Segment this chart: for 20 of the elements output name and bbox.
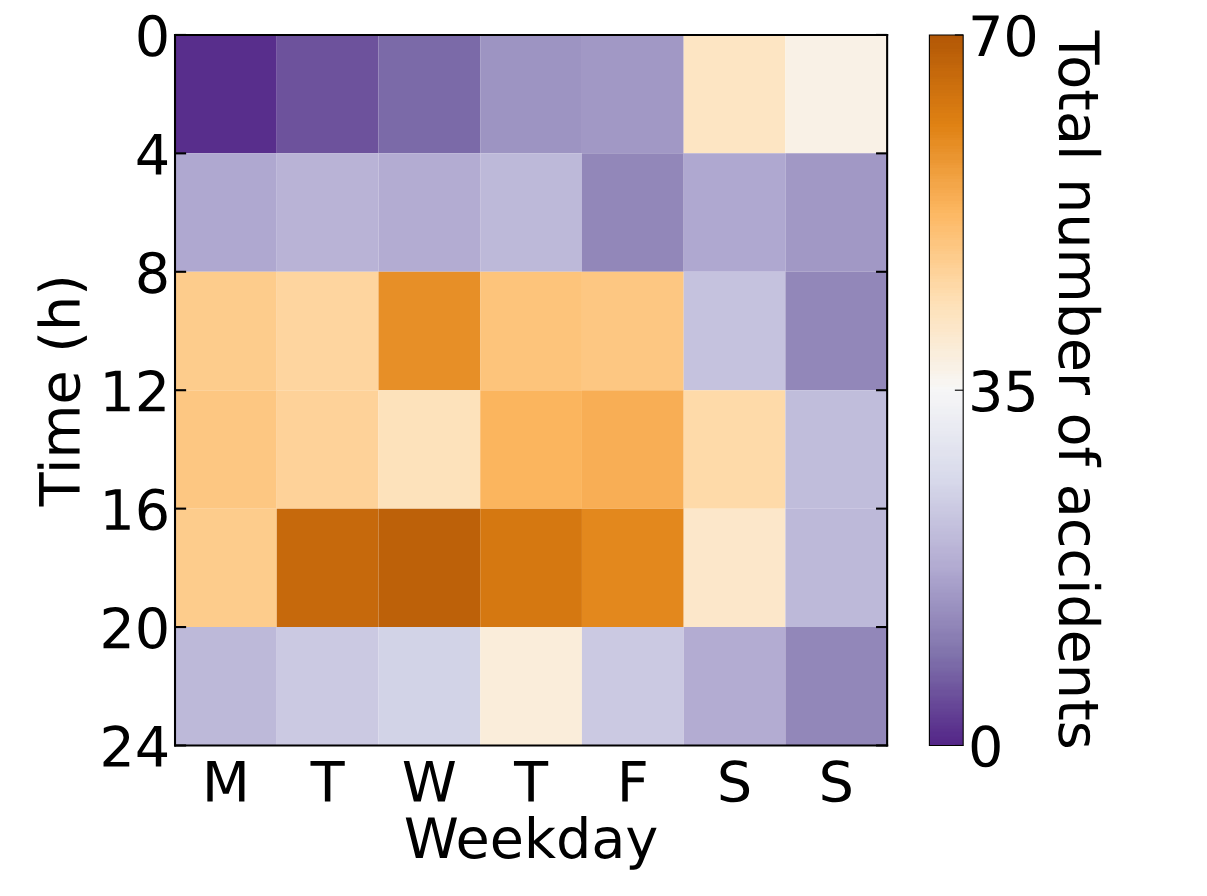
x-axis-title: Weekday <box>405 815 657 870</box>
x-tick-label: M <box>207 761 245 802</box>
x-tick-label: S <box>822 760 851 803</box>
x-tick-label: S <box>720 760 750 803</box>
x-tick-label: F <box>622 761 646 802</box>
color-bar-label: 0 <box>971 725 1000 768</box>
x-tick-label: T <box>310 761 345 802</box>
x-tick-label: W <box>403 761 455 802</box>
y-tick-label: 20 <box>103 606 167 649</box>
y-tick-label: 0 <box>138 14 167 57</box>
y-tick-label: 8 <box>138 251 167 294</box>
color-bar-label: 70 <box>972 14 1036 57</box>
color-bar-title: Total number of accidents <box>1058 30 1102 748</box>
y-tick-label: 12 <box>105 370 165 412</box>
y-tick-label: 4 <box>137 133 168 175</box>
y-tick-label: 24 <box>103 725 168 767</box>
color-bar-label: 35 <box>972 370 1034 413</box>
y-axis-title: Time (h) <box>37 278 87 507</box>
y-tick-label: 16 <box>105 488 167 531</box>
x-tick-label: T <box>513 761 549 802</box>
